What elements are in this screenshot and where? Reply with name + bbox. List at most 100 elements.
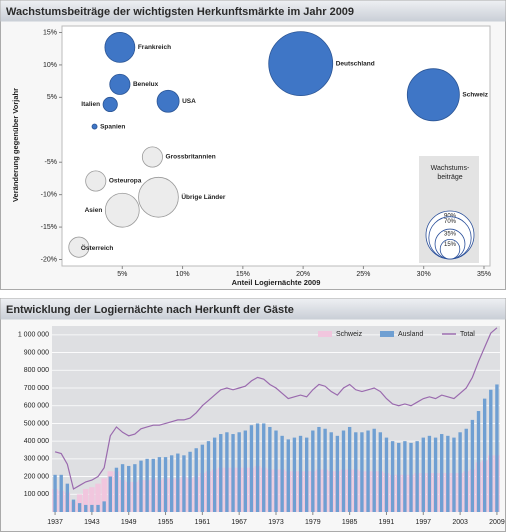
bar: [102, 501, 106, 512]
y-tick-label: -10%: [41, 191, 57, 198]
y-tick-label: 10%: [43, 62, 57, 69]
bar: [127, 465, 131, 512]
bar: [249, 425, 254, 512]
title-bar: [0, 0, 506, 22]
x-tick-label: 1991: [379, 519, 395, 526]
bar: [82, 488, 89, 512]
point-label: Österreich: [81, 243, 114, 252]
bar: [403, 441, 407, 512]
bar: [384, 437, 389, 512]
bar: [323, 428, 327, 512]
point-label: Asien: [85, 207, 103, 214]
legend-label: Total: [460, 331, 475, 338]
x-tick-label: 1949: [121, 519, 137, 526]
title-bar: [0, 298, 506, 320]
point-label: Grossbritannien: [166, 154, 216, 161]
x-tick-label: 5%: [117, 271, 127, 278]
point-label: Osteuropa: [109, 178, 142, 185]
bar: [329, 432, 333, 512]
bar: [421, 437, 425, 512]
bar: [255, 423, 260, 512]
bar: [409, 442, 413, 512]
bar: [53, 474, 57, 512]
bar: [89, 487, 95, 512]
bar: [163, 457, 168, 512]
bar: [317, 426, 321, 512]
bar: [311, 430, 315, 512]
legend-label: 70%: [444, 219, 457, 225]
bar: [96, 504, 100, 512]
y-axis-label: Veränderung gegenüber Vorjahr: [11, 88, 20, 202]
legend-label: Ausland: [398, 331, 423, 338]
legend-swatch: [318, 331, 332, 337]
point-label: Italien: [81, 101, 100, 108]
bar: [206, 441, 211, 512]
bar: [212, 437, 217, 512]
bar: [378, 432, 383, 512]
bar: [335, 435, 340, 512]
bar: [151, 458, 155, 512]
y-tick-label: -15%: [41, 224, 57, 231]
bar: [280, 435, 284, 512]
y-tick-label: 700 000: [24, 385, 49, 392]
point-label: Frankreich: [138, 44, 171, 51]
bar: [274, 430, 278, 512]
bubble: [141, 146, 163, 168]
bar: [268, 426, 272, 512]
bar: [372, 428, 376, 512]
point-label: Deutschland: [336, 60, 375, 67]
y-tick-label: 800 000: [24, 367, 49, 374]
bar: [397, 442, 401, 512]
bar: [194, 448, 198, 512]
bar: [262, 423, 266, 512]
y-tick-label: 5%: [47, 94, 57, 101]
bar: [446, 435, 450, 512]
bar: [169, 455, 174, 512]
x-tick-label: 1997: [415, 519, 431, 526]
bar: [341, 430, 346, 512]
y-tick-label: 1 000 000: [18, 332, 49, 339]
x-tick-label: 1937: [47, 519, 63, 526]
y-tick-label: 600 000: [24, 403, 49, 410]
bar: [71, 499, 76, 512]
bar: [59, 474, 63, 512]
y-tick-label: 100 000: [24, 491, 49, 498]
bar: [95, 483, 101, 512]
bar: [237, 432, 241, 512]
x-tick-label: 35%: [477, 271, 491, 278]
bar: [495, 384, 499, 512]
bar: [298, 435, 303, 512]
bar: [470, 419, 475, 512]
x-tick-label: 1955: [158, 519, 174, 526]
bar: [114, 467, 119, 512]
bar: [65, 483, 70, 512]
x-tick-label: 25%: [356, 271, 370, 278]
chart-title: Entwicklung der Logiernächte nach Herkun…: [6, 304, 294, 316]
point-label: Schweiz: [462, 91, 488, 98]
x-tick-label: 1985: [342, 519, 358, 526]
x-tick-label: 15%: [236, 271, 250, 278]
y-tick-label: 200 000: [24, 473, 49, 480]
y-tick-label: 15%: [43, 29, 57, 36]
bar: [452, 437, 456, 512]
bar: [108, 476, 112, 512]
x-tick-label: 2003: [452, 519, 468, 526]
bubble: [156, 89, 180, 113]
bar: [145, 458, 149, 512]
bar: [482, 398, 487, 512]
bar: [304, 437, 309, 512]
bar: [458, 432, 462, 512]
legend-title: Wachstums-: [431, 165, 470, 172]
bar: [219, 434, 223, 512]
x-tick-label: 1979: [305, 519, 321, 526]
point-label: Benelux: [133, 81, 159, 88]
bubble: [138, 176, 179, 218]
bar: [77, 503, 82, 512]
bar: [139, 460, 143, 512]
y-tick-label: -20%: [41, 256, 57, 263]
bar: [84, 504, 88, 512]
legend-label: 15%: [444, 242, 457, 248]
bar: [427, 435, 432, 512]
x-tick-label: 2009: [489, 519, 505, 526]
